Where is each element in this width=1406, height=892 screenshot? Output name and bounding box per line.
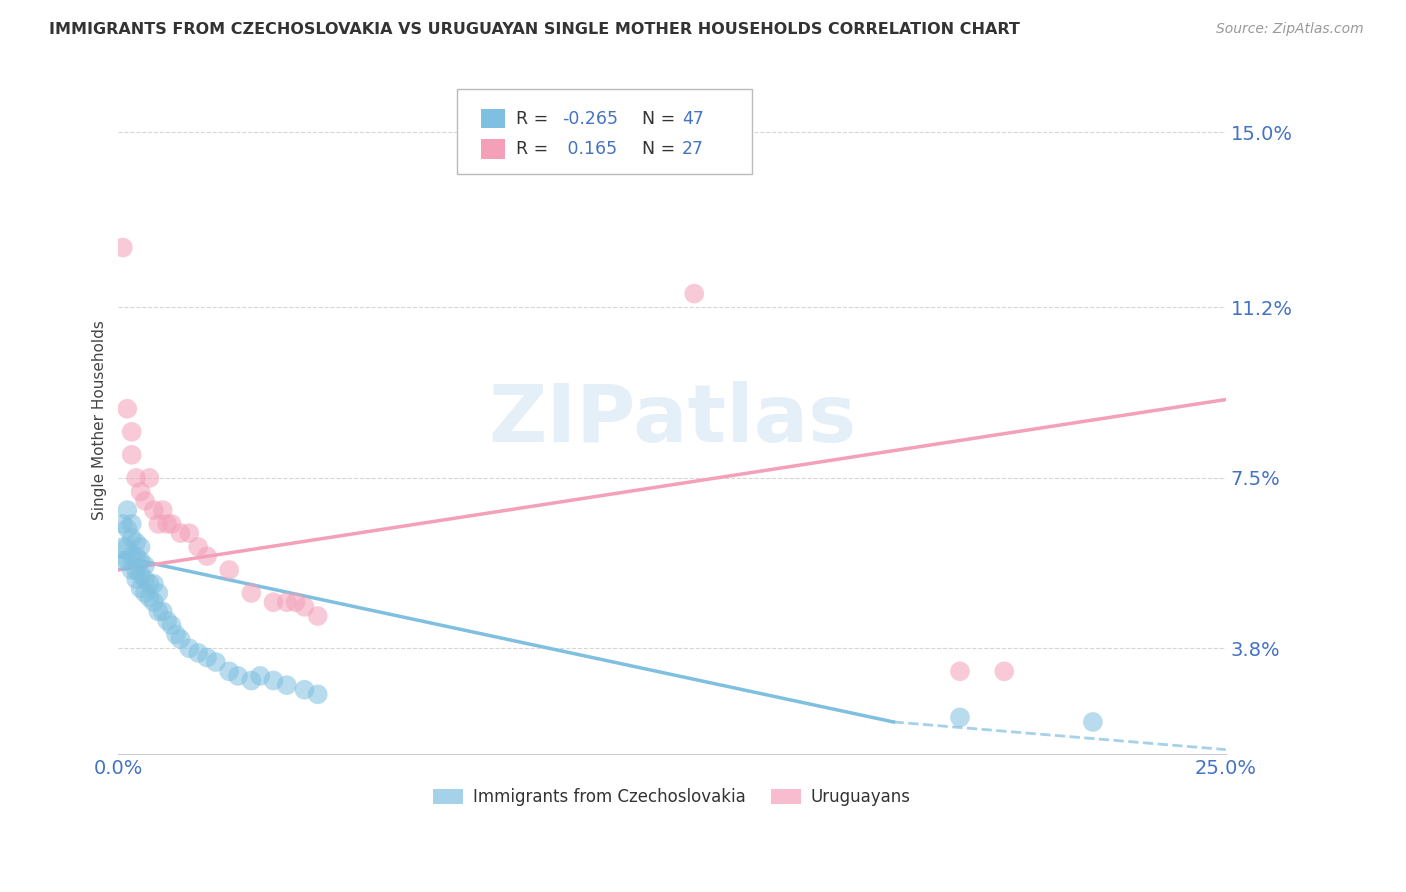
- Point: [187, 646, 209, 660]
- Text: R =: R =: [516, 110, 554, 128]
- Point: [129, 582, 152, 596]
- Text: ZIPatlas: ZIPatlas: [488, 381, 856, 459]
- Point: [142, 503, 165, 517]
- Point: [117, 401, 139, 416]
- Point: [160, 618, 183, 632]
- Point: [240, 586, 263, 600]
- Point: [160, 516, 183, 531]
- Point: [284, 595, 307, 609]
- Point: [276, 595, 298, 609]
- Point: [179, 641, 201, 656]
- Text: N =: N =: [631, 140, 681, 158]
- Point: [117, 522, 139, 536]
- Text: N =: N =: [631, 110, 681, 128]
- Point: [111, 554, 134, 568]
- Point: [134, 494, 156, 508]
- Point: [195, 549, 218, 563]
- Point: [226, 669, 249, 683]
- Point: [148, 604, 170, 618]
- Point: [138, 576, 160, 591]
- Point: [111, 241, 134, 255]
- Point: [148, 586, 170, 600]
- Point: [117, 554, 139, 568]
- Text: R =: R =: [516, 140, 554, 158]
- Point: [152, 503, 174, 517]
- Text: -0.265: -0.265: [562, 110, 619, 128]
- Point: [121, 563, 143, 577]
- Point: [111, 540, 134, 554]
- Point: [993, 665, 1015, 679]
- Point: [121, 425, 143, 439]
- Point: [121, 516, 143, 531]
- Point: [949, 665, 972, 679]
- Point: [125, 535, 148, 549]
- Point: [111, 516, 134, 531]
- Point: [1081, 714, 1104, 729]
- Point: [949, 710, 972, 724]
- Point: [142, 576, 165, 591]
- Point: [179, 526, 201, 541]
- Point: [218, 665, 240, 679]
- Text: IMMIGRANTS FROM CZECHOSLOVAKIA VS URUGUAYAN SINGLE MOTHER HOUSEHOLDS CORRELATION: IMMIGRANTS FROM CZECHOSLOVAKIA VS URUGUA…: [49, 22, 1021, 37]
- Point: [134, 586, 156, 600]
- Point: [125, 549, 148, 563]
- Y-axis label: Single Mother Households: Single Mother Households: [93, 320, 107, 520]
- Point: [117, 540, 139, 554]
- Point: [294, 599, 316, 614]
- Point: [307, 687, 329, 701]
- Point: [152, 604, 174, 618]
- Point: [129, 540, 152, 554]
- Point: [195, 650, 218, 665]
- Point: [134, 572, 156, 586]
- Point: [156, 516, 179, 531]
- Point: [156, 614, 179, 628]
- Legend: Immigrants from Czechoslovakia, Uruguayans: Immigrants from Czechoslovakia, Uruguaya…: [426, 781, 918, 813]
- Text: 27: 27: [682, 140, 704, 158]
- Point: [125, 471, 148, 485]
- Point: [121, 448, 143, 462]
- Point: [142, 595, 165, 609]
- Point: [294, 682, 316, 697]
- Point: [307, 609, 329, 624]
- Point: [262, 595, 284, 609]
- Point: [121, 531, 143, 545]
- Point: [276, 678, 298, 692]
- Text: 47: 47: [682, 110, 704, 128]
- Text: Source: ZipAtlas.com: Source: ZipAtlas.com: [1216, 22, 1364, 37]
- Point: [169, 526, 191, 541]
- Point: [138, 591, 160, 605]
- Point: [218, 563, 240, 577]
- Point: [129, 554, 152, 568]
- Point: [148, 516, 170, 531]
- Point: [121, 549, 143, 563]
- Point: [138, 471, 160, 485]
- Point: [262, 673, 284, 688]
- Point: [134, 558, 156, 573]
- Point: [129, 567, 152, 582]
- Point: [240, 673, 263, 688]
- Text: 0.165: 0.165: [562, 140, 617, 158]
- Point: [249, 669, 271, 683]
- Point: [117, 503, 139, 517]
- Point: [125, 572, 148, 586]
- Point: [125, 563, 148, 577]
- Point: [165, 627, 187, 641]
- Point: [129, 484, 152, 499]
- Point: [683, 286, 706, 301]
- Point: [187, 540, 209, 554]
- Point: [169, 632, 191, 646]
- Point: [205, 655, 228, 669]
